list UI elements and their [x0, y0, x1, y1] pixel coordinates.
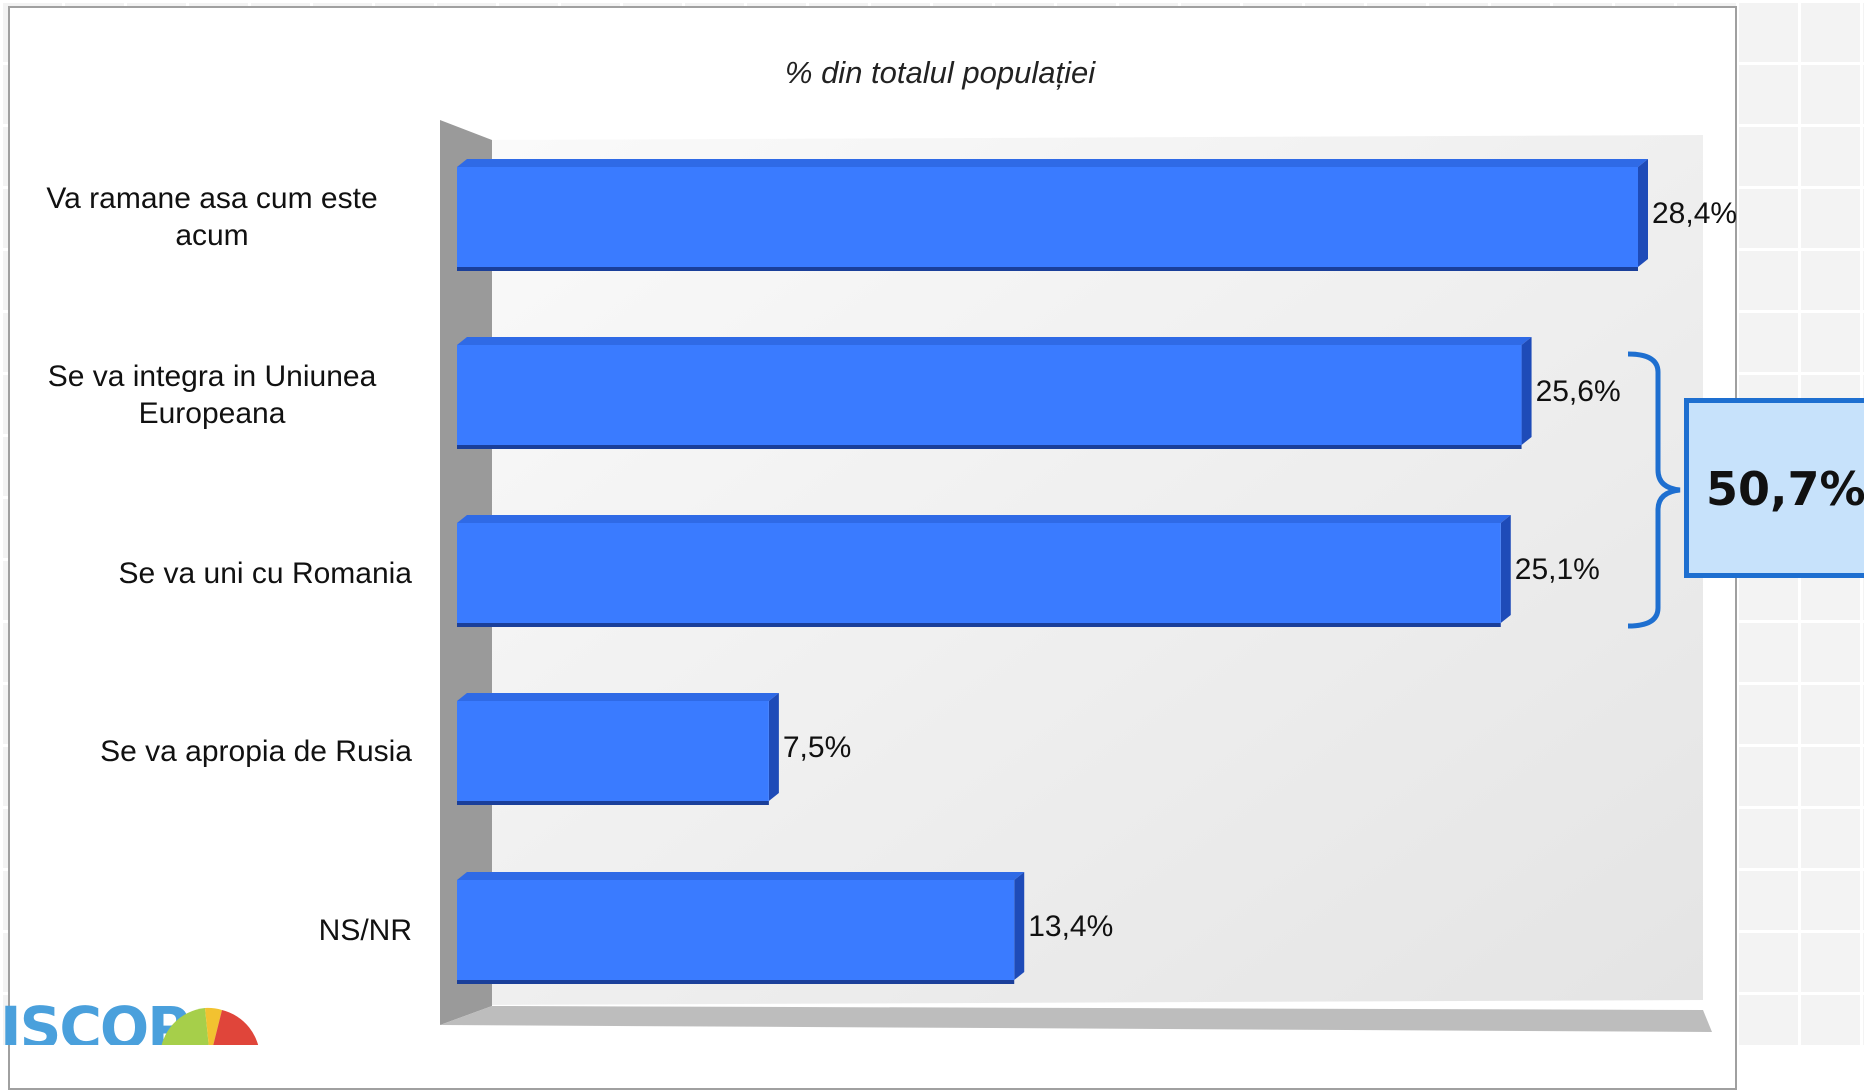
bar: [457, 701, 769, 801]
bar-top-face: [457, 515, 1511, 523]
logo-wordmark: ISCOP: [0, 998, 190, 1045]
bar: [457, 167, 1638, 267]
bracket-group: [1627, 351, 1681, 629]
bar-top-face: [457, 159, 1648, 167]
category-label: Se va apropia de Rusia: [100, 735, 412, 768]
bar-top-face: [457, 337, 1532, 345]
category-label: Va ramane asa cum este acum: [46, 182, 378, 252]
bar-side-face: [1014, 872, 1025, 980]
bar-top-face: [457, 872, 1025, 880]
bar: [457, 523, 1501, 623]
value-label: 28,4%: [1652, 197, 1738, 230]
bar-side-face: [768, 693, 779, 801]
bar-top-face: [457, 693, 779, 701]
bar-chart: [440, 120, 1712, 1032]
value-label: 7,5%: [782, 731, 852, 764]
value-label: 25,1%: [1514, 553, 1600, 586]
category-label: NS/NR: [318, 914, 412, 947]
bars-group: [457, 159, 1648, 984]
total-annotation-label: 50,7%: [1706, 462, 1864, 516]
bar-side-face: [1521, 337, 1532, 445]
bar-side-face: [1638, 159, 1648, 267]
total-annotation-box: [1684, 398, 1864, 578]
chart-floor: [440, 1006, 1712, 1032]
bar-side-face: [1500, 515, 1511, 623]
category-label: Se va uni cu Romania: [118, 557, 413, 590]
bar: [457, 880, 1015, 980]
annotation-bracket: [1627, 351, 1681, 629]
chart-title: % din totalul populației: [784, 55, 1096, 90]
iscop-logo: ISCOP: [0, 998, 260, 1045]
value-label: 25,6%: [1535, 375, 1621, 408]
category-label: Se va integra in Uniunea Europeana: [47, 360, 377, 430]
value-label: 13,4%: [1028, 910, 1114, 943]
logo-pie-icon: [161, 1007, 259, 1045]
bar: [457, 345, 1522, 445]
